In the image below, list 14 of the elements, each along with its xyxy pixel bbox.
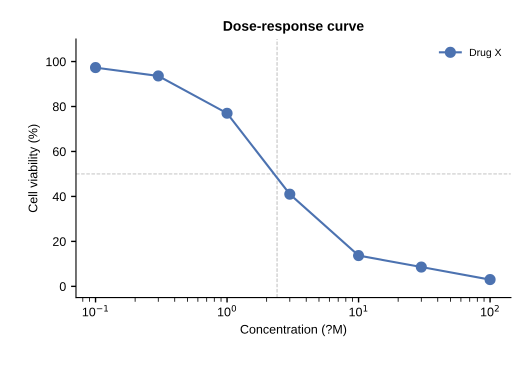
x-tick-label: 10$^{2}$ <box>481 305 499 316</box>
x-tick-label: 10$^{1}$ <box>350 305 368 316</box>
x-tick-label: 10$^{0}$ <box>218 305 236 316</box>
y-tick-label: 20 <box>52 237 66 246</box>
chart-title: Dose-response curve <box>224 21 364 34</box>
y-tick-label: 80 <box>52 102 66 112</box>
x-tick-label: 10$^{−1}$ <box>82 305 108 316</box>
y-tick-label: 60 <box>52 147 66 156</box>
y-tick-label: 40 <box>52 192 66 202</box>
y-tick-label: 0 <box>60 282 66 292</box>
y-tick-label: 100 <box>46 57 66 66</box>
y-axis-title: Cell viability (%) <box>28 124 40 212</box>
legend-label: Drug X <box>470 48 502 58</box>
x-axis-title: Concentration (?M) <box>240 324 346 336</box>
